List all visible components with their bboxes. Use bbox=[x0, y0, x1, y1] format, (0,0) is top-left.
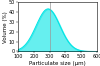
X-axis label: Particulate size (μm): Particulate size (μm) bbox=[29, 61, 86, 66]
Y-axis label: Volume (%): Volume (%) bbox=[3, 11, 8, 43]
